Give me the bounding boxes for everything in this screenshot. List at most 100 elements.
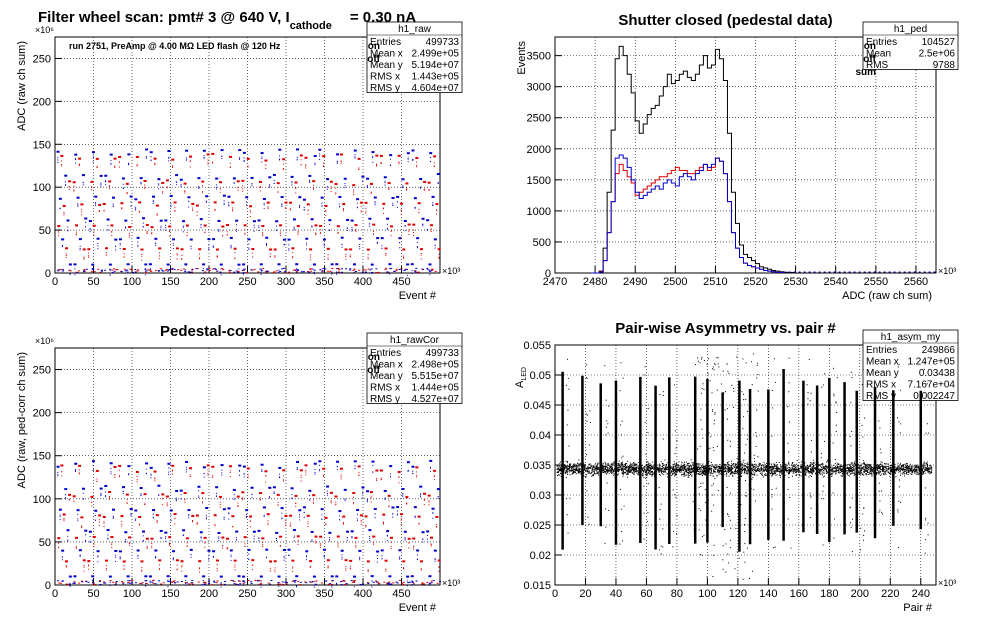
point-on xyxy=(242,268,244,270)
point-on xyxy=(431,195,435,198)
point xyxy=(587,470,589,472)
point xyxy=(718,465,720,467)
point-off xyxy=(238,580,241,582)
point-on xyxy=(167,579,169,581)
point-off xyxy=(202,501,204,503)
point-off xyxy=(307,523,309,525)
point xyxy=(729,469,731,471)
point-off xyxy=(88,252,90,254)
point-on xyxy=(374,517,376,519)
point xyxy=(781,465,783,467)
point-off xyxy=(417,202,421,205)
point-on xyxy=(77,520,79,522)
point-off xyxy=(296,271,299,273)
point-on xyxy=(185,269,187,271)
point-off xyxy=(436,525,438,527)
point-off xyxy=(196,522,198,524)
point xyxy=(804,474,806,476)
point-on xyxy=(150,473,152,475)
stats-label: RMS y xyxy=(370,394,400,405)
stats-label: Mean y xyxy=(866,368,899,379)
point-off xyxy=(202,185,204,187)
point-off xyxy=(339,467,343,470)
point xyxy=(792,475,794,477)
point-on xyxy=(351,228,353,230)
point-off xyxy=(236,180,240,183)
point-on xyxy=(99,583,102,585)
point-off xyxy=(230,580,233,582)
point-on xyxy=(395,581,398,583)
point-off xyxy=(279,235,281,237)
point xyxy=(872,472,874,474)
point xyxy=(913,468,915,470)
point-off xyxy=(118,476,120,478)
point-off xyxy=(349,559,353,562)
point-on xyxy=(429,161,431,163)
point-off xyxy=(321,270,324,272)
point-off xyxy=(349,254,351,256)
point-off xyxy=(91,505,93,507)
point-on xyxy=(280,507,284,510)
point-on xyxy=(263,515,265,517)
point-on xyxy=(319,269,322,271)
point-on xyxy=(388,575,392,578)
point-off xyxy=(184,582,187,584)
point xyxy=(821,471,823,473)
point-off xyxy=(284,271,287,273)
point xyxy=(586,467,588,469)
y-tick-label: 0 xyxy=(545,268,551,280)
point xyxy=(629,464,631,466)
point-on xyxy=(92,157,94,159)
point-on xyxy=(243,473,245,475)
point-on xyxy=(112,516,114,518)
point-off xyxy=(81,525,83,527)
point-off xyxy=(208,267,211,269)
point-on xyxy=(125,227,127,229)
point-off xyxy=(428,500,430,502)
point xyxy=(841,469,843,471)
point xyxy=(898,469,900,471)
point-on xyxy=(185,159,187,161)
point-on xyxy=(220,274,222,276)
point-on xyxy=(303,516,305,518)
point-on xyxy=(354,156,356,158)
point-on xyxy=(299,581,302,583)
point xyxy=(700,469,702,471)
point-off xyxy=(232,209,234,211)
point-on xyxy=(154,583,157,585)
point-on xyxy=(283,244,285,246)
point xyxy=(747,462,749,464)
point xyxy=(672,474,674,476)
point xyxy=(909,465,911,467)
point xyxy=(751,473,753,475)
point xyxy=(677,465,679,467)
point-off xyxy=(289,201,293,204)
point-on xyxy=(237,271,240,273)
point xyxy=(560,470,562,472)
point xyxy=(647,461,649,463)
point xyxy=(665,465,667,467)
point xyxy=(785,465,787,467)
point-on xyxy=(109,582,111,584)
point-off xyxy=(383,522,385,524)
point-on xyxy=(212,556,214,558)
point-off xyxy=(138,201,142,204)
point-on xyxy=(351,536,353,538)
point-on xyxy=(78,549,82,552)
point-on xyxy=(202,263,206,266)
point xyxy=(774,466,776,468)
point-on xyxy=(282,267,285,269)
point xyxy=(718,467,720,469)
point-off xyxy=(128,544,130,546)
point-off xyxy=(325,211,327,213)
y-tick-label: 0.04 xyxy=(530,430,551,442)
point-on xyxy=(91,579,93,581)
point-off xyxy=(174,210,176,212)
point-off xyxy=(226,234,228,236)
point-on xyxy=(170,514,172,516)
point-on xyxy=(152,201,154,203)
point-off xyxy=(326,559,330,562)
y-tick-label: 0.03 xyxy=(530,490,551,502)
point-on xyxy=(404,230,406,232)
point-on xyxy=(351,230,353,232)
